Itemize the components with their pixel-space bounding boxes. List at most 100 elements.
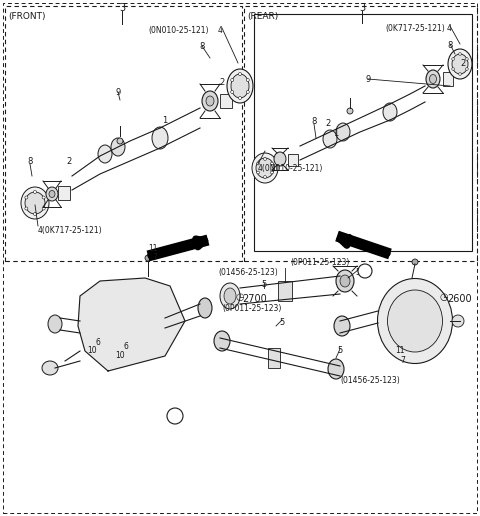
Text: 1: 1 <box>162 116 168 125</box>
Circle shape <box>412 259 418 265</box>
Bar <box>244 6 477 261</box>
Text: 4(0K717-25-121): 4(0K717-25-121) <box>38 226 103 235</box>
Text: 2600: 2600 <box>447 294 472 304</box>
Ellipse shape <box>42 361 58 375</box>
Circle shape <box>246 90 249 93</box>
Text: 3: 3 <box>359 3 365 13</box>
Text: 11: 11 <box>395 346 405 355</box>
Circle shape <box>257 162 260 165</box>
Text: 6: 6 <box>123 342 128 351</box>
Text: 10: 10 <box>87 346 97 355</box>
Ellipse shape <box>336 123 350 141</box>
Text: 7: 7 <box>152 253 157 262</box>
Circle shape <box>459 53 461 55</box>
Ellipse shape <box>340 275 350 287</box>
Ellipse shape <box>202 91 218 111</box>
Text: (FRONT): (FRONT) <box>8 12 46 21</box>
Bar <box>288 154 298 166</box>
Ellipse shape <box>227 69 253 103</box>
Text: 4: 4 <box>447 24 452 33</box>
Circle shape <box>167 408 183 424</box>
Text: 9: 9 <box>115 88 120 97</box>
Circle shape <box>271 171 273 174</box>
Ellipse shape <box>328 359 344 379</box>
Ellipse shape <box>387 290 443 352</box>
Circle shape <box>347 108 353 114</box>
Text: 1: 1 <box>334 130 338 138</box>
Circle shape <box>42 207 45 210</box>
Text: 8: 8 <box>447 41 453 50</box>
Circle shape <box>231 78 234 82</box>
Text: (01456-25-123): (01456-25-123) <box>340 376 400 385</box>
Ellipse shape <box>220 283 240 309</box>
Text: 5: 5 <box>262 280 266 289</box>
Text: 11: 11 <box>148 244 157 253</box>
Ellipse shape <box>21 187 49 219</box>
Ellipse shape <box>98 145 112 163</box>
Bar <box>58 186 70 200</box>
Text: 6: 6 <box>95 338 100 347</box>
Circle shape <box>452 68 455 70</box>
Circle shape <box>452 315 464 327</box>
Text: A: A <box>172 411 178 421</box>
Circle shape <box>145 255 151 261</box>
Ellipse shape <box>111 138 125 156</box>
Ellipse shape <box>383 103 397 121</box>
Ellipse shape <box>430 74 436 84</box>
Bar <box>220 94 232 108</box>
Circle shape <box>34 213 36 216</box>
Circle shape <box>25 207 28 210</box>
Circle shape <box>452 58 455 60</box>
Text: 8: 8 <box>27 156 33 166</box>
Bar <box>5 6 242 261</box>
Text: A: A <box>362 268 368 274</box>
Ellipse shape <box>49 190 55 198</box>
Text: 2700: 2700 <box>242 294 267 304</box>
Circle shape <box>466 68 468 70</box>
Circle shape <box>42 196 45 199</box>
Bar <box>278 281 292 301</box>
Circle shape <box>246 78 249 82</box>
Text: (01456-25-123): (01456-25-123) <box>218 268 278 277</box>
Circle shape <box>466 58 468 60</box>
Circle shape <box>257 171 260 174</box>
Text: 4(0N010-25-121): 4(0N010-25-121) <box>258 164 324 173</box>
Ellipse shape <box>334 316 350 336</box>
Circle shape <box>117 138 123 144</box>
Ellipse shape <box>198 298 212 318</box>
Polygon shape <box>78 278 185 371</box>
Text: 7: 7 <box>400 356 405 365</box>
Text: 2: 2 <box>460 58 465 68</box>
Circle shape <box>271 162 273 165</box>
Bar <box>254 14 472 251</box>
Circle shape <box>264 157 266 160</box>
Ellipse shape <box>274 152 286 166</box>
Ellipse shape <box>231 74 249 98</box>
Text: 8: 8 <box>199 42 204 51</box>
Text: 9: 9 <box>365 75 371 84</box>
Bar <box>443 72 453 86</box>
Text: 5: 5 <box>355 268 360 277</box>
Ellipse shape <box>377 279 453 363</box>
Text: 5: 5 <box>337 346 343 355</box>
Text: 3: 3 <box>119 3 125 13</box>
Text: (0N010-25-121): (0N010-25-121) <box>148 26 208 35</box>
Text: 2: 2 <box>219 78 225 87</box>
Text: (0P011-25-123): (0P011-25-123) <box>290 258 349 267</box>
Circle shape <box>239 96 241 100</box>
Text: 8: 8 <box>312 117 317 125</box>
Text: ◷: ◷ <box>235 292 243 302</box>
Bar <box>268 348 280 368</box>
Ellipse shape <box>152 127 168 149</box>
Text: 10: 10 <box>115 351 125 360</box>
Text: (0K717-25-121): (0K717-25-121) <box>385 24 445 33</box>
Ellipse shape <box>48 315 62 333</box>
Ellipse shape <box>252 153 278 183</box>
Ellipse shape <box>336 270 354 292</box>
Ellipse shape <box>452 54 468 74</box>
Text: 2: 2 <box>66 156 71 166</box>
Ellipse shape <box>206 96 214 106</box>
Text: (REAR): (REAR) <box>247 12 278 21</box>
Circle shape <box>25 196 28 199</box>
Ellipse shape <box>224 288 236 304</box>
